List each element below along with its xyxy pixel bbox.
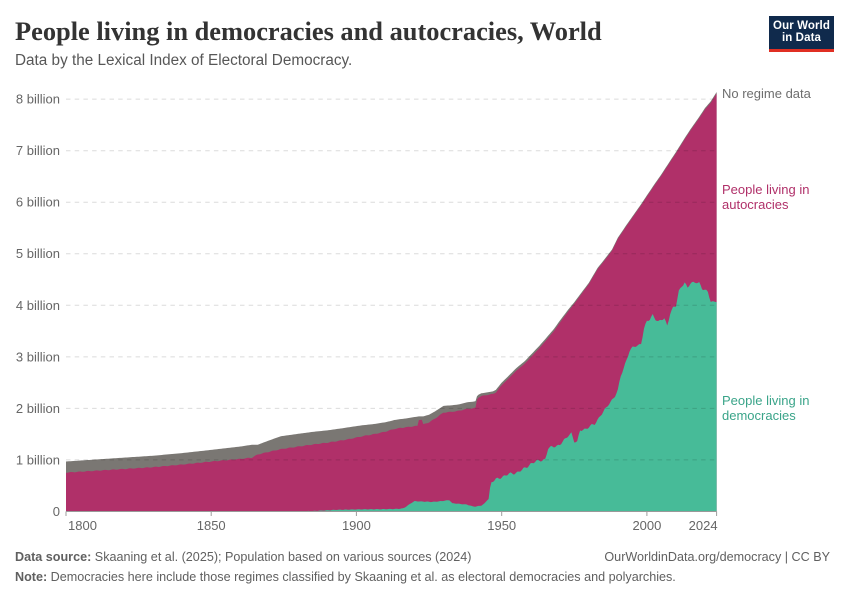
svg-text:People living in: People living in	[722, 393, 809, 408]
svg-text:7 billion: 7 billion	[16, 143, 60, 158]
svg-text:No regime data: No regime data	[722, 86, 812, 101]
svg-text:1 billion: 1 billion	[16, 452, 60, 467]
svg-text:3 billion: 3 billion	[16, 349, 60, 364]
svg-text:8 billion: 8 billion	[16, 92, 60, 107]
svg-text:autocracies: autocracies	[722, 197, 789, 212]
svg-text:0: 0	[53, 504, 60, 519]
svg-text:2000: 2000	[632, 518, 661, 533]
svg-text:1850: 1850	[197, 518, 226, 533]
svg-text:1950: 1950	[487, 518, 516, 533]
svg-text:4 billion: 4 billion	[16, 298, 60, 313]
svg-text:1900: 1900	[342, 518, 371, 533]
svg-text:2024: 2024	[689, 518, 718, 533]
svg-text:2 billion: 2 billion	[16, 401, 60, 416]
svg-text:democracies: democracies	[722, 408, 796, 423]
svg-text:1800: 1800	[68, 518, 97, 533]
svg-text:6 billion: 6 billion	[16, 195, 60, 210]
svg-text:People living in: People living in	[722, 182, 809, 197]
svg-text:5 billion: 5 billion	[16, 246, 60, 261]
